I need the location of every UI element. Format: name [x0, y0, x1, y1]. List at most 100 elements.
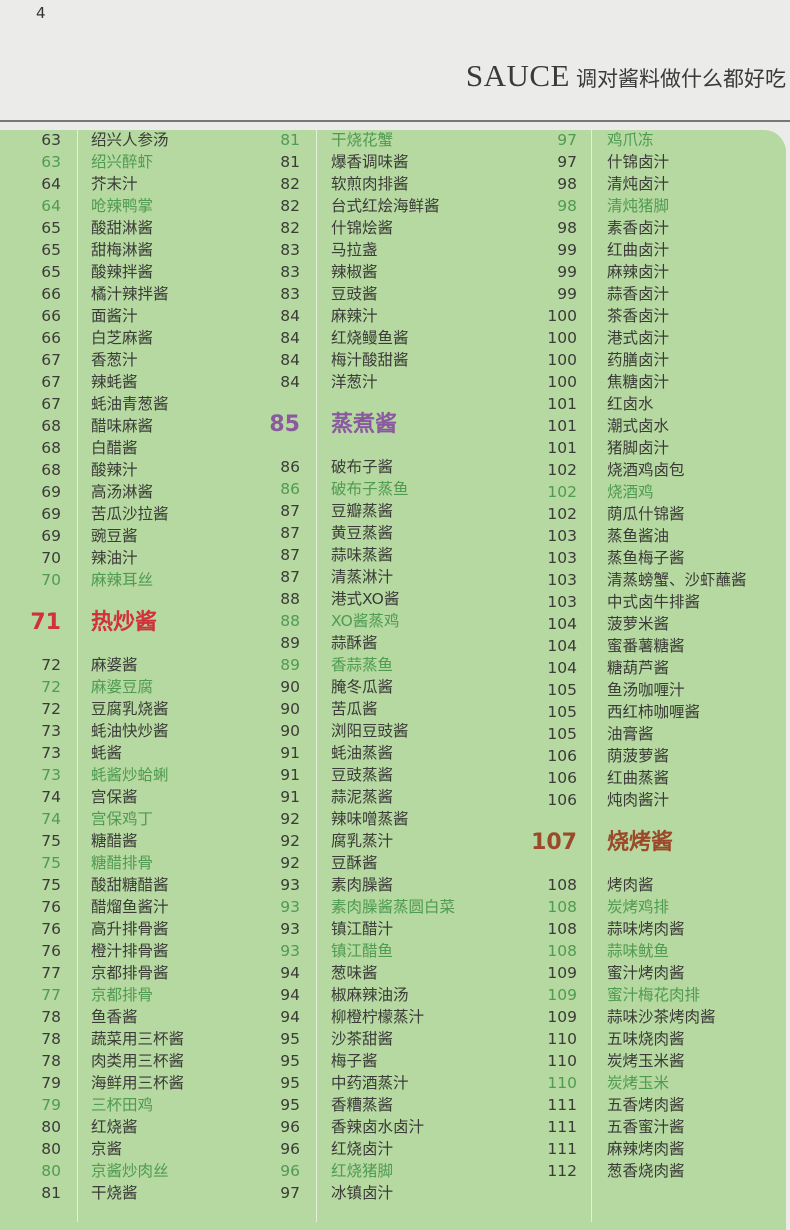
- page-number-ref: 106: [547, 747, 577, 765]
- entry-name: 蚝油快炒酱: [91, 722, 169, 740]
- entry-name: 荫瓜什锦酱: [607, 505, 685, 523]
- page-number-ref: 98: [557, 175, 577, 193]
- page-number-ref: 75: [41, 854, 61, 872]
- entry-name: 肉类用三杯酱: [91, 1052, 185, 1070]
- page-number-ref: 84: [280, 307, 300, 325]
- page-number-ref: 80: [41, 1162, 61, 1180]
- page-number-ref: 83: [280, 263, 300, 281]
- page-number-ref: 87: [280, 524, 300, 542]
- entry-name: 药膳卤汁: [607, 351, 670, 369]
- page-number-ref: 81: [41, 1184, 61, 1202]
- entry-name: 蒸煮酱: [331, 412, 398, 437]
- entry-name: 豆腐乳烧酱: [91, 700, 169, 718]
- entry-name: 蒜泥蒸酱: [331, 788, 394, 806]
- page-number-ref: 107: [531, 830, 577, 855]
- entry-name: 菠萝米酱: [607, 615, 670, 633]
- entry-name: 蔬菜用三杯酱: [91, 1030, 185, 1048]
- entry-name: 鱼香酱: [91, 1008, 138, 1026]
- page-number-ref: 74: [41, 810, 61, 828]
- page-number-ref: 97: [280, 1184, 300, 1202]
- page-number-ref: 79: [41, 1096, 61, 1114]
- page-number-ref: 75: [41, 876, 61, 894]
- page-number-ref: 108: [547, 942, 577, 960]
- entry-name: 酸辣拌酱: [91, 263, 154, 281]
- entry-name: 蜜汁烤肉酱: [607, 964, 685, 982]
- entry-name: 芥末汁: [91, 175, 138, 193]
- entry-name: 绍兴醉虾: [91, 153, 154, 171]
- entry-name: 京都排骨酱: [91, 964, 169, 982]
- page-number-ref: 108: [547, 876, 577, 894]
- entry-name: 辣油汁: [91, 549, 138, 567]
- page-number-ref: 87: [280, 502, 300, 520]
- page-number-ref: 99: [557, 241, 577, 259]
- page-number-ref: 83: [280, 285, 300, 303]
- entry-name: 京酱炒肉丝: [91, 1162, 169, 1180]
- entry-name: 宫保酱: [91, 788, 138, 806]
- entry-name: 红烧卤汁: [331, 1140, 394, 1158]
- page-number-ref: 105: [547, 703, 577, 721]
- page-number-ref: 105: [547, 681, 577, 699]
- entry-name: 葱香烧肉酱: [607, 1162, 685, 1180]
- entry-name: 什锦卤汁: [607, 153, 670, 171]
- entry-name: 绍兴人参汤: [91, 131, 169, 149]
- entry-name: 什锦烩酱: [331, 219, 394, 237]
- page-number-ref: 89: [280, 634, 300, 652]
- page-number-ref: 64: [41, 175, 61, 193]
- page-number-ref: 64: [41, 197, 61, 215]
- entry-name: 清炖猪脚: [607, 197, 670, 215]
- page-number-ref: 101: [547, 417, 577, 435]
- entry-name: 红烧鳗鱼酱: [331, 329, 409, 347]
- page-number-ref: 88: [280, 612, 300, 630]
- entry-name: 豌豆酱: [91, 527, 138, 545]
- entry-name: 五香蜜汁酱: [607, 1118, 685, 1136]
- page-number-ref: 71: [30, 610, 61, 635]
- page-number-ref: 85: [269, 412, 300, 437]
- page-number-ref: 102: [547, 483, 577, 501]
- page-number-ref: 93: [280, 920, 300, 938]
- entry-name: 蚝酱: [91, 744, 123, 762]
- page-number-ref: 102: [547, 505, 577, 523]
- contents-panel: [0, 130, 786, 1230]
- entry-name: 椒麻辣油汤: [331, 986, 409, 1004]
- page-number-ref: 68: [41, 461, 61, 479]
- entry-name: 豆瓣蒸酱: [331, 502, 394, 520]
- entry-name: 蒜香卤汁: [607, 285, 670, 303]
- entry-name: 清蒸螃蟹、沙虾蘸酱: [607, 571, 747, 589]
- entry-name: 高升排骨酱: [91, 920, 169, 938]
- page-number-ref: 110: [547, 1074, 577, 1092]
- page-number-ref: 84: [280, 329, 300, 347]
- entry-name: 糖醋排骨: [91, 854, 154, 872]
- entry-name: 醋熘鱼酱汁: [91, 898, 169, 916]
- page-number-ref: 77: [41, 964, 61, 982]
- page-number-ref: 87: [280, 568, 300, 586]
- page-number-ref: 80: [41, 1140, 61, 1158]
- page-number-ref: 96: [280, 1140, 300, 1158]
- entry-name: 豆豉酱: [331, 285, 378, 303]
- page-number-ref: 103: [547, 549, 577, 567]
- page-number-ref: 97: [557, 131, 577, 149]
- page-number-ref: 105: [547, 725, 577, 743]
- page-number-ref: 109: [547, 1008, 577, 1026]
- entry-name: 麻辣卤汁: [607, 263, 670, 281]
- entry-name: 高汤淋酱: [91, 483, 154, 501]
- page-number-ref: 78: [41, 1008, 61, 1026]
- page-number-ref: 110: [547, 1052, 577, 1070]
- column-divider: [77, 130, 78, 1222]
- entry-name: 烧酒鸡卤包: [607, 461, 685, 479]
- entry-name: 马拉盏: [331, 241, 378, 259]
- page-number-ref: 95: [280, 1030, 300, 1048]
- page-number-ref: 68: [41, 439, 61, 457]
- page-number-ref: 77: [41, 986, 61, 1004]
- page-number-ref: 79: [41, 1074, 61, 1092]
- entry-name: 干烧酱: [91, 1184, 138, 1202]
- entry-name: 麻婆豆腐: [91, 678, 154, 696]
- page-number-ref: 86: [280, 458, 300, 476]
- page-number-ref: 110: [547, 1030, 577, 1048]
- page-number-ref: 92: [280, 832, 300, 850]
- page-number-ref: 111: [547, 1096, 577, 1114]
- entry-name: 麻辣烤肉酱: [607, 1140, 685, 1158]
- page-number-ref: 82: [280, 175, 300, 193]
- entry-name: 酸辣汁: [91, 461, 138, 479]
- page-number-ref: 103: [547, 527, 577, 545]
- entry-name: 清蒸淋汁: [331, 568, 394, 586]
